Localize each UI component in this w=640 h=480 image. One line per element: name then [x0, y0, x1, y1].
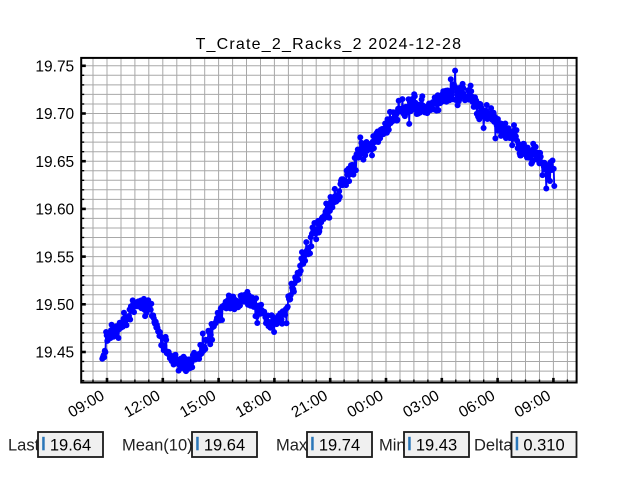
svg-text:19.75: 19.75 [35, 59, 74, 76]
svg-text:Min: Min [379, 437, 406, 455]
svg-text:19.64: 19.64 [50, 437, 91, 455]
svg-text:19.60: 19.60 [35, 202, 74, 219]
svg-text:19.50: 19.50 [35, 297, 74, 314]
svg-text:19.74: 19.74 [319, 437, 360, 455]
svg-text:T_Crate_2_Racks_2 2024-12-28: T_Crate_2_Racks_2 2024-12-28 [196, 36, 463, 53]
svg-text:19.43: 19.43 [416, 437, 457, 455]
svg-text:19.45: 19.45 [35, 345, 74, 362]
svg-text:Mean(10): Mean(10) [122, 437, 193, 455]
svg-text:Delta: Delta [474, 437, 513, 455]
svg-text:19.55: 19.55 [35, 249, 74, 266]
svg-text:Max: Max [276, 437, 308, 455]
svg-text:19.65: 19.65 [35, 154, 74, 171]
svg-text:19.64: 19.64 [204, 437, 245, 455]
svg-text:0.310: 0.310 [523, 437, 564, 455]
svg-text:19.70: 19.70 [35, 106, 74, 123]
svg-text:Last: Last [8, 437, 40, 455]
